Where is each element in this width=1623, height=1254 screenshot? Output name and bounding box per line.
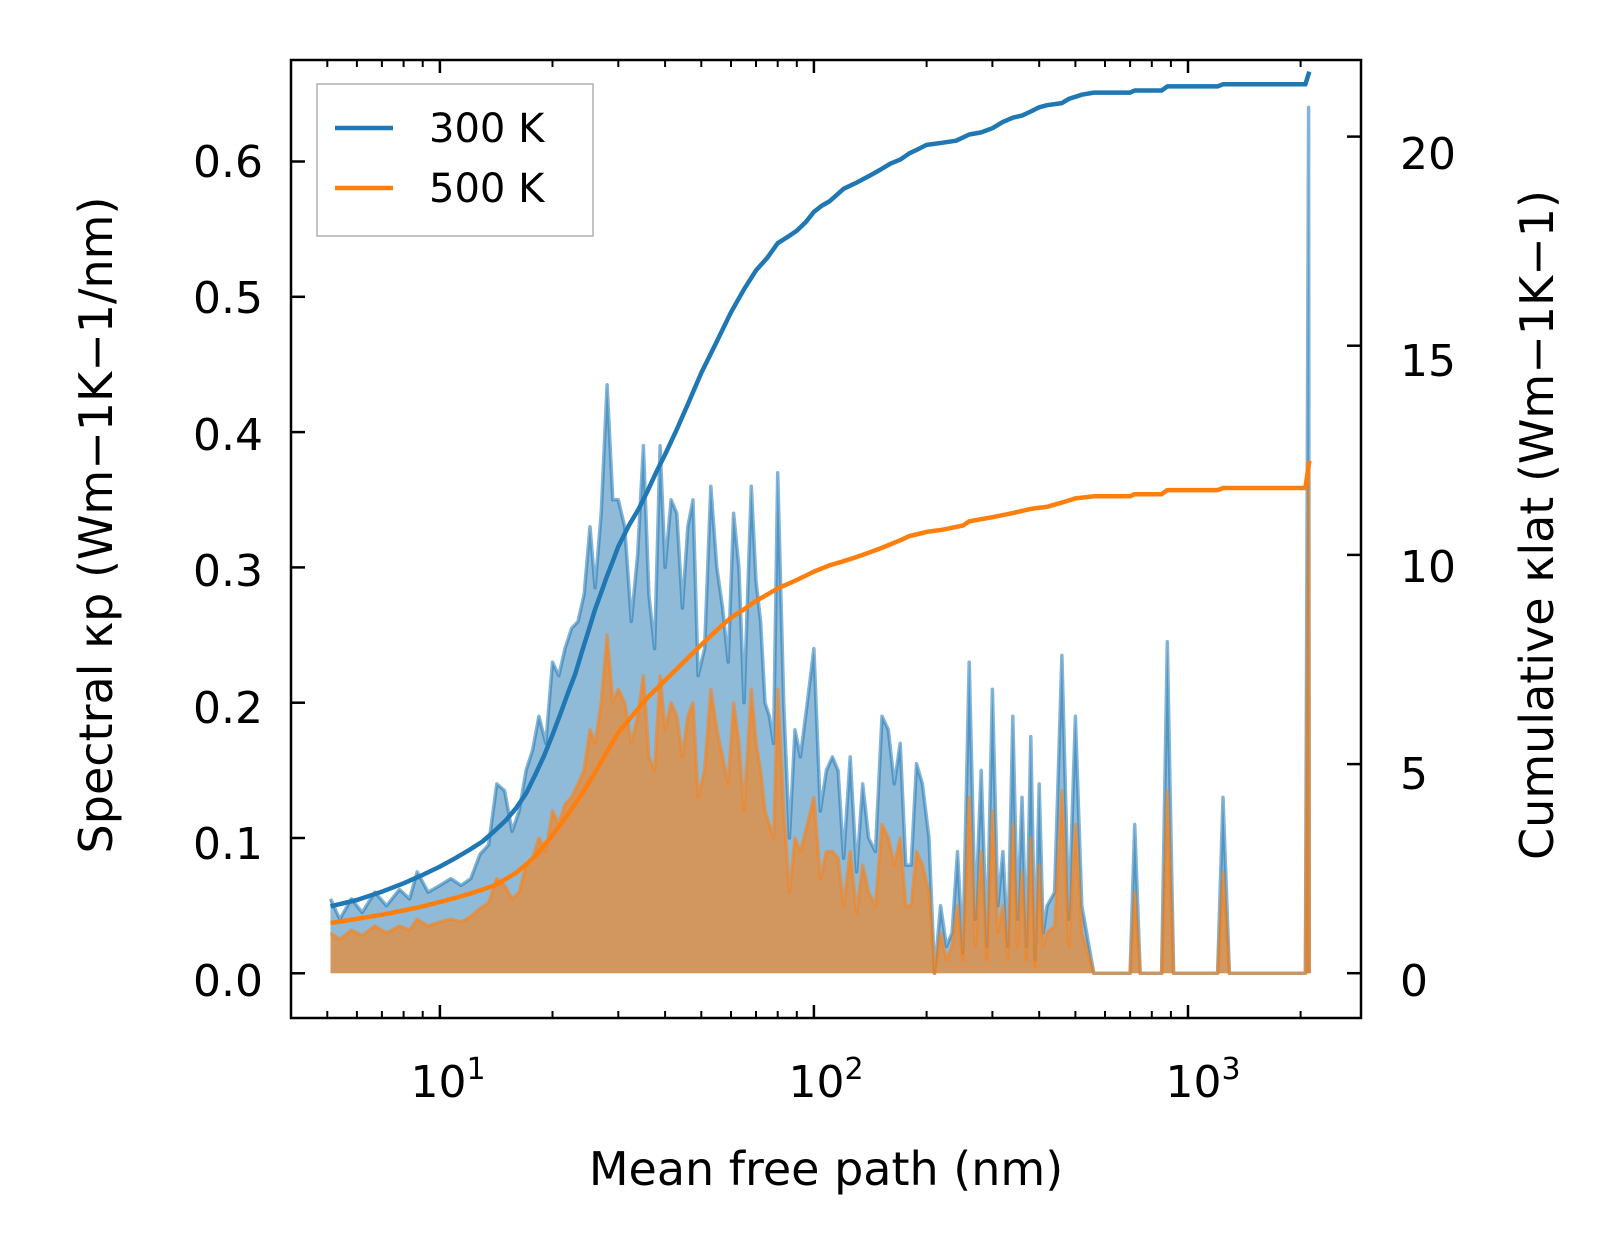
legend-label-300k: 300 K bbox=[429, 106, 546, 152]
legend-box bbox=[316, 83, 594, 237]
y-right-tick-label: 20 bbox=[1400, 129, 1456, 180]
legend: 300 K 500 K bbox=[316, 83, 594, 237]
x-tick-exp: 2 bbox=[844, 1052, 863, 1087]
y-left-tick-label: 0.5 bbox=[193, 273, 263, 324]
y-right-tick-label: 10 bbox=[1400, 542, 1456, 593]
spectral-area-500k bbox=[330, 472, 1310, 974]
y-right-tick-label: 0 bbox=[1400, 956, 1428, 1007]
cumulative-line-300k bbox=[329, 71, 1312, 909]
cumulative-line-500k bbox=[330, 460, 1312, 926]
spectral-fill-layer bbox=[328, 105, 1312, 976]
x-axis-label: Mean free path (nm) bbox=[589, 1142, 1063, 1196]
x-tick-exp: 3 bbox=[1221, 1052, 1240, 1087]
spectral-outline-300k bbox=[328, 105, 1312, 976]
y-left-tick-label: 0.2 bbox=[193, 683, 263, 734]
x-tick-label-100: 102 bbox=[788, 1052, 863, 1108]
x-tick-label-10: 101 bbox=[410, 1052, 485, 1108]
curve-layer bbox=[329, 71, 1312, 926]
y-left-tick-label: 0.6 bbox=[193, 137, 263, 188]
y-right-axis-label: Cumulative κlat (Wm−1K−1) bbox=[1510, 190, 1564, 860]
y-left-tick-label: 0.0 bbox=[193, 956, 263, 1007]
x-tick-base: 10 bbox=[1165, 1057, 1221, 1108]
legend-label-500k: 500 K bbox=[429, 166, 546, 212]
y-left-tick-label: 0.4 bbox=[193, 410, 263, 461]
spectral-outline-500k bbox=[329, 470, 1312, 976]
y-left-tick-label: 0.3 bbox=[193, 546, 263, 597]
y-left-tick-label: 0.1 bbox=[193, 819, 263, 870]
y-right-tick-label: 15 bbox=[1400, 336, 1456, 387]
x-tick-exp: 1 bbox=[466, 1052, 485, 1087]
spectral-area-300k bbox=[330, 107, 1310, 974]
tick-layer bbox=[290, 60, 1361, 1018]
x-tick-label-1000: 103 bbox=[1165, 1052, 1240, 1108]
x-tick-base: 10 bbox=[788, 1057, 844, 1108]
y-right-tick-label: 5 bbox=[1400, 749, 1428, 800]
plot-frame bbox=[289, 58, 1363, 1020]
y-left-axis-label: Spectral κp (Wm−1K−1/nm) bbox=[69, 197, 123, 854]
x-tick-base: 10 bbox=[410, 1057, 466, 1108]
